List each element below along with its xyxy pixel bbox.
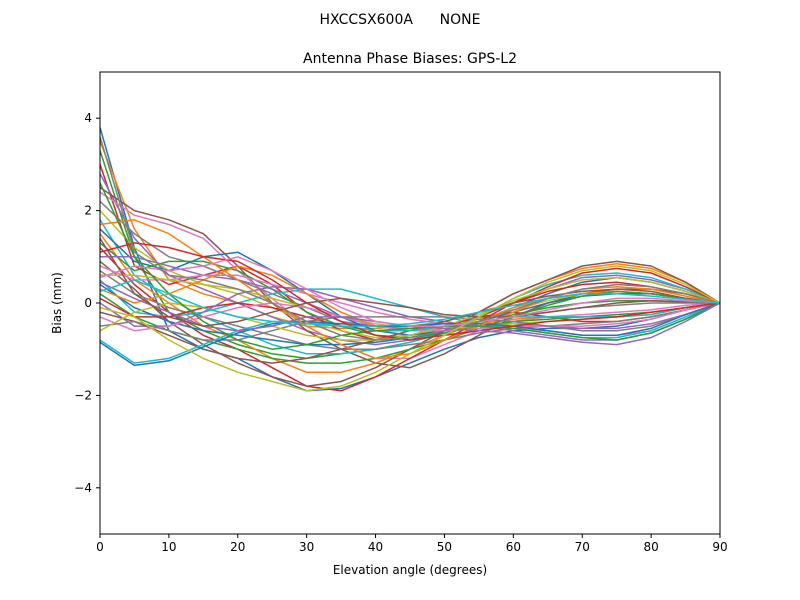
series-line-33 — [100, 182, 720, 350]
x-tick-label: 50 — [437, 540, 452, 554]
y-tick-label: 2 — [84, 204, 92, 218]
x-tick-label: 60 — [506, 540, 521, 554]
x-tick-label: 30 — [299, 540, 314, 554]
x-axis: 0 10 20 30 40 50 60 70 80 90 — [96, 534, 728, 554]
series-line-28 — [100, 302, 720, 341]
x-tick-label: 0 — [96, 540, 104, 554]
y-axis-label: Bias (mm) — [50, 272, 64, 334]
x-axis-label: Elevation angle (degrees) — [333, 563, 487, 577]
y-tick-label: 4 — [84, 111, 92, 125]
x-tick-label: 40 — [368, 540, 383, 554]
figure-suptitle: HXCCSX600A NONE — [320, 12, 481, 28]
series-line-14 — [100, 247, 720, 392]
series-line-36 — [100, 237, 720, 327]
series-line-34 — [100, 242, 720, 341]
series-line-37 — [100, 256, 720, 327]
series-line-39 — [100, 265, 720, 392]
y-tick-label: −2 — [74, 388, 92, 402]
x-tick-label: 10 — [161, 540, 176, 554]
x-tick-label: 20 — [230, 540, 245, 554]
y-axis: −4 −2 0 2 4 — [74, 111, 100, 495]
x-tick-label: 90 — [712, 540, 727, 554]
series-line-40 — [100, 279, 720, 327]
y-tick-label: 0 — [84, 296, 92, 310]
series-group — [100, 127, 720, 392]
chart-title: Antenna Phase Biases: GPS-L2 — [303, 51, 517, 67]
series-line-38 — [100, 136, 720, 341]
x-tick-label: 80 — [643, 540, 658, 554]
x-tick-label: 70 — [575, 540, 590, 554]
y-tick-label: −4 — [74, 481, 92, 495]
